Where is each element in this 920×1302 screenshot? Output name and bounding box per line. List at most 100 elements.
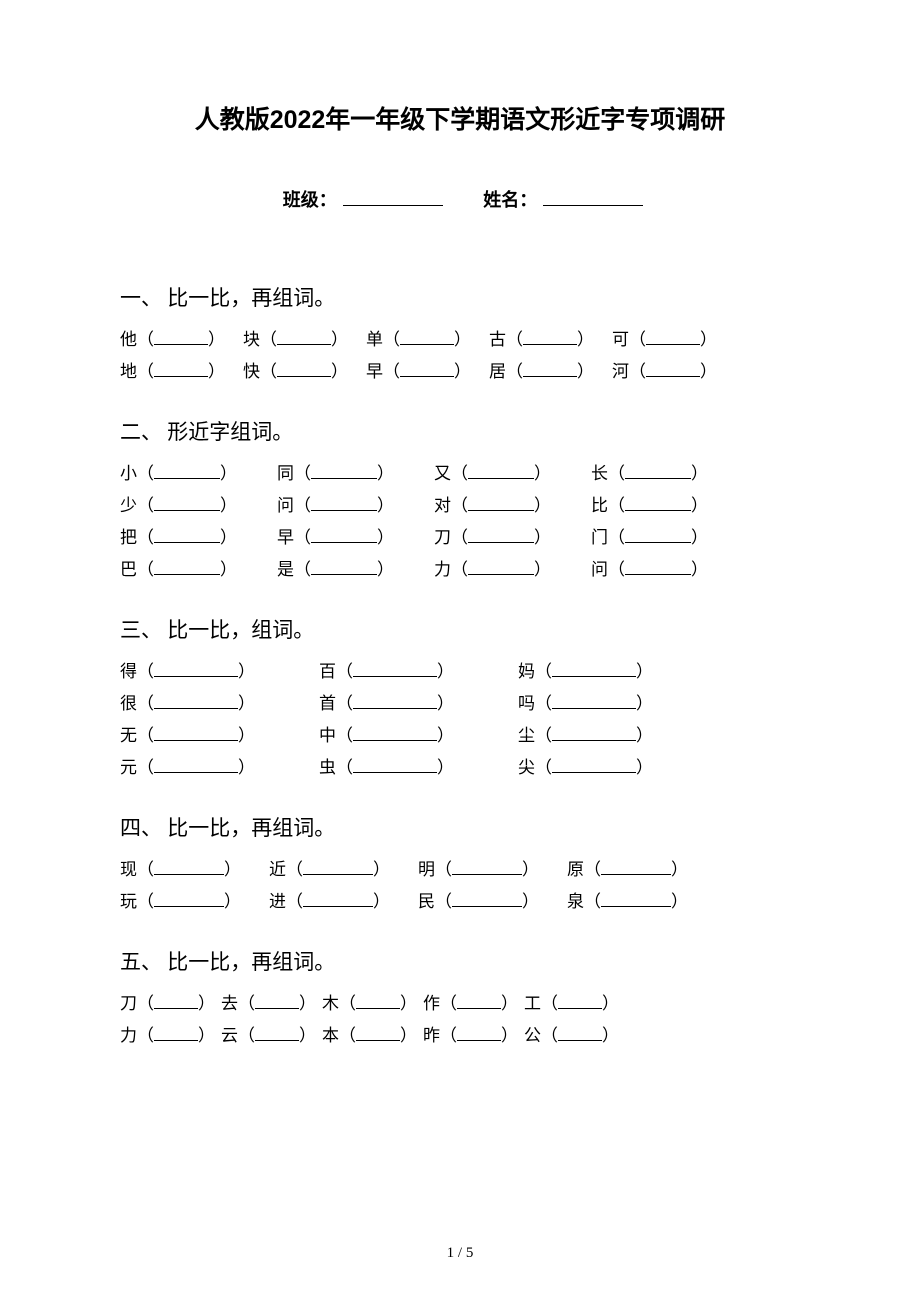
paren-close: ）	[437, 726, 454, 745]
blank-underline	[452, 894, 522, 907]
blank-underline	[277, 364, 331, 377]
char-blank-item: 妈（）	[518, 662, 653, 681]
char: 长	[591, 458, 608, 490]
char: 把	[120, 522, 137, 554]
char: 尖	[518, 752, 535, 784]
char-blank-item: 近（）	[269, 860, 390, 879]
char-blank-item: 木（）	[322, 994, 417, 1013]
paren-close: ）	[534, 528, 551, 547]
char: 快	[243, 356, 260, 388]
char: 力	[434, 554, 451, 586]
paren-close: ）	[501, 994, 518, 1013]
paren-close: ）	[331, 330, 348, 349]
paren-open: （	[608, 528, 625, 547]
char-blank-item: 尖（）	[518, 758, 653, 777]
char-blank-item: 泉（）	[567, 892, 688, 911]
paren-open: （	[137, 860, 154, 879]
exercise-line: 地（）快（）早（）居（）河（）	[120, 356, 800, 388]
paren-open: （	[336, 694, 353, 713]
char: 又	[434, 458, 451, 490]
paren-open: （	[383, 330, 400, 349]
paren-open: （	[260, 330, 277, 349]
char: 玩	[120, 886, 137, 918]
paren-open: （	[535, 726, 552, 745]
exercise-line: 力（）云（）本（）昨（）公（）	[120, 1020, 800, 1052]
paren-open: （	[294, 560, 311, 579]
blank-underline	[154, 1028, 198, 1041]
paren-close: ）	[299, 994, 316, 1013]
exercise-line: 小（）同（）又（）长（）	[120, 458, 800, 490]
exercise-line: 巴（）是（）力（）问（）	[120, 554, 800, 586]
paren-close: ）	[437, 694, 454, 713]
paren-open: （	[541, 1026, 558, 1045]
char: 近	[269, 854, 286, 886]
blank-underline	[468, 466, 534, 479]
char: 巴	[120, 554, 137, 586]
paren-open: （	[535, 694, 552, 713]
sections-container: 一、 比一比，再组词。他（）块（）单（）古（）可（）地（）快（）早（）居（）河（…	[120, 282, 800, 1052]
paren-open: （	[506, 330, 523, 349]
paren-close: ）	[671, 860, 688, 879]
blank-underline	[452, 862, 522, 875]
paren-open: （	[440, 994, 457, 1013]
blank-underline	[154, 728, 238, 741]
paren-open: （	[137, 892, 154, 911]
char-blank-item: 中（）	[319, 726, 454, 745]
char: 元	[120, 752, 137, 784]
paren-open: （	[238, 994, 255, 1013]
paren-close: ）	[636, 726, 653, 745]
char: 居	[489, 356, 506, 388]
char-blank-item: 早（）	[277, 528, 394, 547]
paren-open: （	[137, 694, 154, 713]
paren-close: ）	[400, 1026, 417, 1045]
class-label: 班级：	[283, 190, 337, 210]
paren-close: ）	[437, 662, 454, 681]
section-heading: 一、 比一比，再组词。	[120, 282, 800, 312]
paren-close: ）	[636, 694, 653, 713]
char-blank-item: 门（）	[591, 528, 708, 547]
char: 块	[243, 324, 260, 356]
paren-open: （	[535, 662, 552, 681]
blank-underline	[400, 332, 454, 345]
paren-close: ）	[522, 860, 539, 879]
char-blank-item: 问（）	[277, 496, 394, 515]
paren-close: ）	[331, 362, 348, 381]
paren-open: （	[286, 860, 303, 879]
paren-open: （	[238, 1026, 255, 1045]
paren-close: ）	[220, 560, 237, 579]
paren-close: ）	[198, 994, 215, 1013]
paren-open: （	[339, 994, 356, 1013]
blank-underline	[154, 332, 208, 345]
char: 木	[322, 988, 339, 1020]
blank-underline	[646, 332, 700, 345]
char: 昨	[423, 1020, 440, 1052]
blank-underline	[154, 530, 220, 543]
char-blank-item: 公（）	[524, 1026, 619, 1045]
char: 本	[322, 1020, 339, 1052]
char: 百	[319, 656, 336, 688]
blank-underline	[625, 498, 691, 511]
blank-underline	[468, 562, 534, 575]
char: 河	[612, 356, 629, 388]
char: 明	[418, 854, 435, 886]
paren-open: （	[451, 560, 468, 579]
section-heading: 五、 比一比，再组词。	[120, 946, 800, 976]
paren-close: ）	[534, 560, 551, 579]
char: 早	[277, 522, 294, 554]
paren-close: ）	[501, 1026, 518, 1045]
blank-underline	[353, 728, 437, 741]
char: 妈	[518, 656, 535, 688]
char: 无	[120, 720, 137, 752]
paren-close: ）	[454, 330, 471, 349]
char: 尘	[518, 720, 535, 752]
exercise-line: 少（）问（）对（）比（）	[120, 490, 800, 522]
paren-close: ）	[377, 560, 394, 579]
blank-underline	[523, 364, 577, 377]
char: 早	[366, 356, 383, 388]
paren-open: （	[584, 860, 601, 879]
char: 作	[423, 988, 440, 1020]
paren-open: （	[260, 362, 277, 381]
paren-close: ）	[400, 994, 417, 1013]
char-blank-item: 进（）	[269, 892, 390, 911]
blank-underline	[303, 862, 373, 875]
